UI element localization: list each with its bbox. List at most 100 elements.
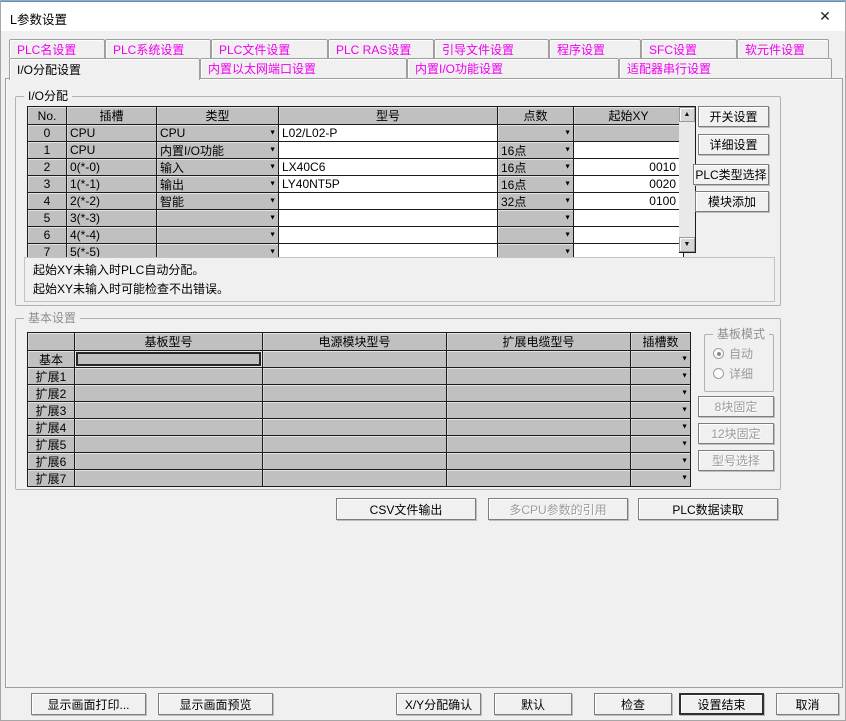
tab-plc-system[interactable]: PLC系统设置	[105, 39, 211, 58]
io-cell-model-input[interactable]	[279, 142, 497, 158]
io-cell-startxy-input[interactable]: 0010	[574, 159, 683, 175]
chevron-down-icon[interactable]: ▼	[681, 440, 688, 448]
cancel-button[interactable]: 取消	[776, 693, 839, 715]
chevron-down-icon[interactable]: ▼	[269, 146, 276, 154]
io-cell-points-dropdown[interactable]: 16点 ▼	[498, 159, 573, 175]
basic-header-cable-model: 扩展电缆型号	[447, 333, 630, 350]
basic-cell-cable-model	[447, 453, 630, 469]
tab-io-assignment[interactable]: I/O分配设置	[9, 58, 200, 80]
io-cell-type-dropdown[interactable]: ▼	[157, 244, 278, 260]
basic-cell-slots-dropdown[interactable]: ▼	[631, 453, 690, 469]
xy-assignment-confirm-button[interactable]: X/Y分配确认	[396, 693, 481, 715]
chevron-down-icon[interactable]: ▼	[269, 129, 276, 137]
chevron-down-icon[interactable]: ▼	[564, 180, 571, 188]
base-mode-auto-label: 自动	[729, 347, 754, 361]
chevron-down-icon[interactable]: ▼	[564, 248, 571, 256]
chevron-down-icon[interactable]: ▼	[681, 423, 688, 431]
io-cell-startxy-input[interactable]	[574, 142, 683, 158]
io-cell-type-dropdown[interactable]: 输出 ▼	[157, 176, 278, 192]
io-cell-startxy-input[interactable]: 0100	[574, 193, 683, 209]
io-cell-slot: 3(*-3)	[67, 210, 156, 226]
tab-device[interactable]: 软元件设置	[737, 39, 829, 58]
default-button[interactable]: 默认	[494, 693, 572, 715]
chevron-down-icon[interactable]: ▼	[681, 389, 688, 397]
detail-settings-button[interactable]: 详细设置	[698, 134, 769, 155]
chevron-down-icon[interactable]: ▼	[564, 231, 571, 239]
chevron-down-icon[interactable]: ▼	[269, 180, 276, 188]
tab-ethernet-port[interactable]: 内置以太网端口设置	[200, 58, 407, 78]
io-header-type: 类型	[157, 107, 278, 124]
tab-builtin-io[interactable]: 内置I/O功能设置	[407, 58, 619, 78]
io-cell-startxy-input[interactable]: 0020	[574, 176, 683, 192]
basic-cell-slots-dropdown[interactable]: ▼	[631, 436, 690, 452]
tab-program[interactable]: 程序设置	[549, 39, 641, 58]
close-icon[interactable]: ✕	[819, 8, 831, 24]
io-cell-type-dropdown[interactable]: 内置I/O功能 ▼	[157, 142, 278, 158]
finish-setting-button[interactable]: 设置结束	[679, 693, 764, 715]
preview-screen-button[interactable]: 显示画面预览	[158, 693, 273, 715]
chevron-down-icon[interactable]: ▼	[269, 163, 276, 171]
chevron-down-icon[interactable]: ▼	[269, 248, 276, 256]
radio-selected-icon	[713, 348, 724, 359]
io-cell-type-dropdown[interactable]: 智能 ▼	[157, 193, 278, 209]
plc-data-read-button[interactable]: PLC数据读取	[638, 498, 778, 520]
io-cell-points-dropdown[interactable]: 32点 ▼	[498, 193, 573, 209]
chevron-down-icon[interactable]: ▼	[681, 406, 688, 414]
basic-cell-slots-dropdown[interactable]: ▼	[631, 351, 690, 367]
chevron-down-icon[interactable]: ▼	[564, 129, 571, 137]
io-cell-startxy-input[interactable]	[574, 210, 683, 226]
io-cell-type-dropdown[interactable]: ▼	[157, 210, 278, 226]
chevron-down-icon[interactable]: ▼	[564, 146, 571, 154]
scroll-down-icon[interactable]: ▼	[679, 237, 695, 252]
io-cell-type-dropdown[interactable]: ▼	[157, 227, 278, 243]
tab-plc-name[interactable]: PLC名设置	[9, 39, 105, 58]
chevron-down-icon[interactable]: ▼	[269, 197, 276, 205]
io-cell-points-dropdown[interactable]: ▼	[498, 227, 573, 243]
chevron-down-icon[interactable]: ▼	[681, 355, 688, 363]
io-cell-model-input[interactable]	[279, 244, 497, 260]
chevron-down-icon[interactable]: ▼	[564, 163, 571, 171]
basic-cell-slots-dropdown[interactable]: ▼	[631, 470, 690, 486]
chevron-down-icon[interactable]: ▼	[681, 474, 688, 482]
csv-export-button[interactable]: CSV文件输出	[336, 498, 476, 520]
chevron-down-icon[interactable]: ▼	[681, 457, 688, 465]
plc-type-select-button[interactable]: PLC类型选择	[693, 164, 769, 185]
basic-cell-slots-dropdown[interactable]: ▼	[631, 402, 690, 418]
tab-adapter-serial[interactable]: 适配器串行设置	[619, 58, 832, 78]
io-cell-model-input[interactable]: L02/L02-P	[279, 125, 497, 141]
io-cell-model-input[interactable]	[279, 210, 497, 226]
basic-cell-slots-dropdown[interactable]: ▼	[631, 385, 690, 401]
basic-cell-slots-dropdown[interactable]: ▼	[631, 368, 690, 384]
print-screen-button[interactable]: 显示画面打印...	[31, 693, 146, 715]
io-cell-type-dropdown[interactable]: 输入 ▼	[157, 159, 278, 175]
switch-settings-button[interactable]: 开关设置	[698, 106, 769, 127]
check-button[interactable]: 检查	[594, 693, 672, 715]
chevron-down-icon[interactable]: ▼	[564, 197, 571, 205]
io-cell-startxy-input[interactable]	[574, 244, 683, 260]
io-cell-points-dropdown[interactable]: 16点 ▼	[498, 142, 573, 158]
io-cell-model-input[interactable]: LX40C6	[279, 159, 497, 175]
chevron-down-icon[interactable]: ▼	[269, 214, 276, 222]
tab-plc-file[interactable]: PLC文件设置	[211, 39, 328, 58]
io-cell-points-dropdown[interactable]: ▼	[498, 210, 573, 226]
io-cell-points-dropdown[interactable]: ▼	[498, 244, 573, 260]
io-cell-model-input[interactable]	[279, 193, 497, 209]
io-cell-model-input[interactable]	[279, 227, 497, 243]
tab-plc-ras[interactable]: PLC RAS设置	[328, 39, 434, 58]
basic-cell-slots-dropdown[interactable]: ▼	[631, 419, 690, 435]
tab-label: 软元件设置	[745, 42, 806, 57]
chevron-down-icon[interactable]: ▼	[269, 231, 276, 239]
io-cell-startxy-input[interactable]	[574, 227, 683, 243]
io-cell-model-input[interactable]: LY40NT5P	[279, 176, 497, 192]
io-cell-points-dropdown[interactable]: 16点 ▼	[498, 176, 573, 192]
tab-sfc[interactable]: SFC设置	[641, 39, 737, 58]
io-cell-type-value: 智能	[160, 194, 185, 209]
io-cell-points-dropdown[interactable]: ▼	[498, 125, 573, 141]
io-note-2: 起始XY未输入时可能检查不出错误。	[33, 282, 230, 296]
add-module-button[interactable]: 模块添加	[695, 191, 769, 212]
io-cell-type-dropdown[interactable]: CPU ▼	[157, 125, 278, 141]
tab-boot-file[interactable]: 引导文件设置	[434, 39, 549, 58]
chevron-down-icon[interactable]: ▼	[681, 372, 688, 380]
scroll-up-icon[interactable]: ▲	[679, 107, 695, 122]
chevron-down-icon[interactable]: ▼	[564, 214, 571, 222]
